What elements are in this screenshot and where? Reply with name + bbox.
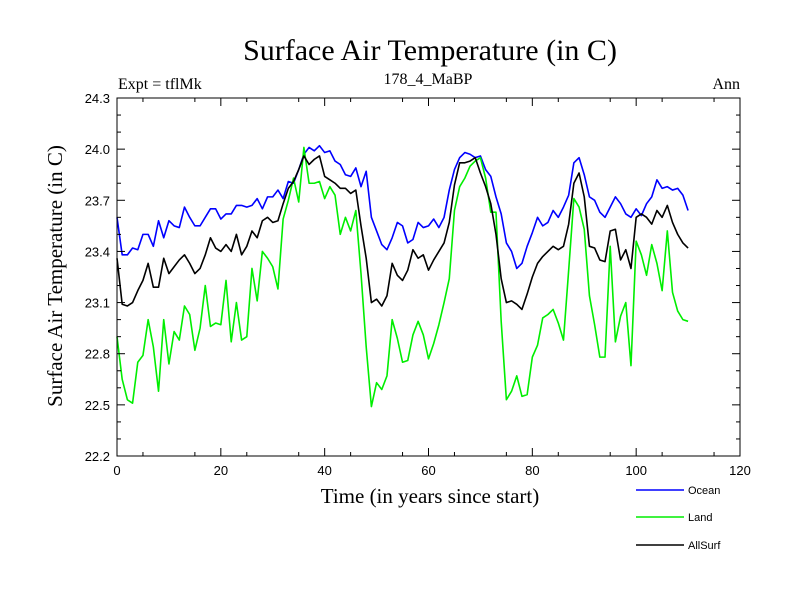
x-tick-label: 120 bbox=[729, 463, 751, 478]
season-label: Ann bbox=[712, 76, 740, 93]
chart-title: Surface Air Temperature (in C) bbox=[243, 34, 617, 67]
x-tick-label: 20 bbox=[214, 463, 228, 478]
series-line-ocean bbox=[116, 144, 689, 270]
y-tick-label: 24.3 bbox=[85, 91, 110, 106]
axis-ticks bbox=[116, 97, 741, 457]
y-tick-label: 22.2 bbox=[85, 449, 110, 464]
y-tick-label: 23.4 bbox=[85, 244, 110, 259]
series-line-land bbox=[116, 146, 689, 408]
y-axis-label: Surface Air Temperature (in C) bbox=[43, 145, 67, 407]
experiment-label: Expt = tflMk bbox=[118, 76, 202, 93]
legend: Ocean Land AllSurf bbox=[636, 485, 721, 552]
x-tick-label: 100 bbox=[625, 463, 647, 478]
plot-series bbox=[116, 144, 689, 408]
y-tick-label: 22.5 bbox=[85, 398, 110, 413]
y-tick-label: 22.8 bbox=[85, 347, 110, 362]
y-tick-label: 23.7 bbox=[85, 193, 110, 208]
x-tick-label: 0 bbox=[113, 463, 120, 478]
x-tick-labels: 0 20 40 60 80 100 120 bbox=[113, 463, 750, 478]
y-tick-label: 23.1 bbox=[85, 296, 110, 311]
x-axis-label: Time (in years since start) bbox=[321, 484, 540, 508]
x-tick-label: 60 bbox=[421, 463, 435, 478]
legend-label-allsurf: AllSurf bbox=[688, 540, 721, 552]
chart-subtitle: 178_4_MaBP bbox=[384, 71, 473, 88]
legend-label-land: Land bbox=[688, 512, 712, 524]
x-tick-label: 80 bbox=[525, 463, 539, 478]
legend-label-ocean: Ocean bbox=[688, 485, 720, 497]
series-line-allsurf bbox=[116, 155, 689, 311]
plot-frame bbox=[116, 97, 741, 457]
x-tick-label: 40 bbox=[317, 463, 331, 478]
y-tick-labels: 22.2 22.5 22.8 23.1 23.4 23.7 24.0 24.3 bbox=[85, 91, 110, 464]
y-tick-label: 24.0 bbox=[85, 142, 110, 157]
